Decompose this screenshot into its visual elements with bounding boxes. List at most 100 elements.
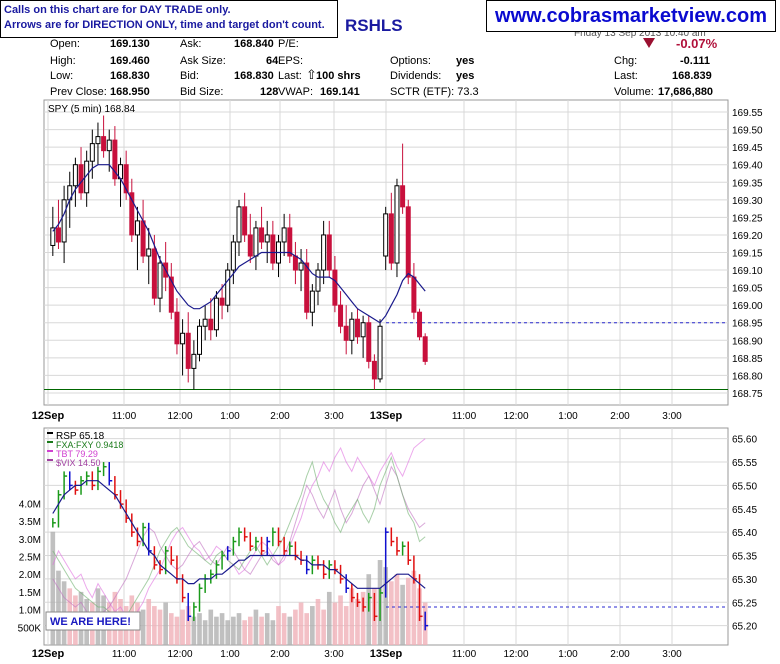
notice-line-2: Arrows are for DIRECTION ONLY, time and …: [4, 19, 325, 31]
rsp-xtick-label: 12Sep: [32, 648, 65, 659]
volume-ytick-label: 3.0M: [19, 535, 41, 546]
candle-body: [242, 206, 248, 236]
candle-body: [394, 185, 400, 264]
volume-bar: [208, 609, 214, 645]
price-ytick-label: 169.05: [732, 284, 763, 295]
candle-body: [292, 255, 298, 271]
candle-body: [202, 318, 208, 327]
rsp-legend-entry: RSP 65.18: [56, 431, 105, 442]
candle-body: [123, 164, 129, 194]
rsp-ytick-label: 65.20: [732, 622, 757, 633]
volume-bar: [321, 609, 326, 645]
volume-bar: [247, 616, 253, 645]
candle-body: [338, 304, 344, 327]
rsp-legend-entry: FXA:FXY 0.9418: [56, 440, 123, 450]
volume-bar: [355, 598, 360, 645]
volume-bar: [197, 613, 202, 645]
rsp-xtick-label: 12:00: [167, 649, 192, 659]
sctr-value: SCTR (ETF): 73.3: [390, 86, 479, 98]
candle-body: [185, 332, 191, 369]
volume-bar: [152, 606, 157, 645]
candle-body: [146, 248, 152, 257]
candle-body: [354, 318, 360, 338]
price-ytick-label: 169.35: [732, 178, 763, 189]
volume-bar: [225, 620, 231, 645]
candle-body: [55, 227, 61, 243]
volume-bar: [231, 616, 236, 645]
candle-body: [287, 227, 293, 257]
candle-body: [253, 227, 259, 257]
change-percent: -0.07%: [676, 36, 718, 51]
rsp-ytick-label: 65.35: [732, 552, 757, 563]
volume-bar: [293, 609, 298, 645]
candle-body: [168, 276, 174, 313]
candle-body: [129, 192, 135, 236]
date-header: Friday 13 Sep 2013 10:40 am: [574, 28, 706, 39]
price-xtick-label: 1:00: [220, 411, 240, 422]
candle-body: [326, 234, 332, 271]
vwap-label: VWAP:: [278, 86, 314, 98]
volume-bar: [298, 602, 304, 645]
callout-box: [45, 611, 141, 631]
candle-body: [106, 139, 112, 152]
candle-body: [366, 322, 372, 362]
price-xtick-label: 2:00: [270, 411, 290, 422]
chg-value: -0.111: [680, 55, 710, 67]
volume-bar: [259, 616, 264, 645]
candle-body: [134, 220, 140, 236]
rsp-ytick-label: 65.50: [732, 481, 757, 492]
volume-bar: [349, 588, 355, 645]
rsp-ytick-label: 65.60: [732, 435, 757, 446]
bidsize-label: Bid Size:: [180, 86, 224, 98]
price-xtick-label: 3:00: [662, 411, 682, 422]
candle-body: [321, 234, 327, 271]
volume-bar: [50, 531, 56, 645]
dividends-value: yes: [456, 70, 475, 82]
volume-ytick-label: 500K: [18, 623, 42, 634]
site-url-link[interactable]: www.cobrasmarketview.com: [486, 0, 776, 32]
candle-body: [309, 290, 315, 313]
candle-body: [61, 199, 67, 243]
candle-body: [112, 139, 118, 180]
lastprice-value: 168.839: [672, 70, 712, 82]
candle-body: [349, 318, 355, 341]
chart-title-suffix: RSHLS: [345, 16, 403, 35]
price-ytick-label: 168.80: [732, 371, 763, 382]
volume-ytick-label: 1.5M: [19, 588, 41, 599]
candle-body: [72, 164, 78, 187]
price-xtick-label: 1:00: [558, 411, 578, 422]
bid-label: Bid:: [180, 70, 199, 82]
candle-body: [400, 185, 406, 208]
price-ytick-label: 168.85: [732, 354, 763, 365]
candle-body: [383, 213, 389, 257]
volume-bar: [219, 613, 225, 645]
price-ytick-label: 169.10: [732, 266, 763, 277]
up-arrow-icon: ⇧: [306, 67, 317, 82]
volume-bar: [146, 598, 152, 645]
volume-bar: [315, 598, 321, 645]
price-xtick-label: 13Sep: [370, 410, 403, 422]
candle-body: [219, 297, 225, 306]
candle-body: [208, 318, 214, 331]
ask-value: 168.840: [234, 38, 274, 50]
rsp-legend-swatch: [47, 459, 53, 461]
price-xtick-label: 2:00: [610, 411, 630, 422]
dividends-label: Dividends:: [390, 70, 442, 82]
candle-body: [377, 325, 383, 380]
candle-body: [151, 248, 157, 299]
rsp-xtick-label: 3:00: [324, 649, 344, 659]
price-xtick-label: 11:00: [452, 411, 477, 422]
candle-body: [281, 227, 287, 243]
price-ytick-label: 168.95: [732, 319, 763, 330]
volume-bar: [411, 570, 417, 645]
bidsize-value: 128: [260, 86, 279, 98]
volume-bar: [287, 616, 293, 645]
volume-bar: [394, 574, 400, 645]
candle-body: [78, 164, 84, 194]
quote-panel: Open: 169.130 High: 169.460 Low: 168.830…: [48, 36, 724, 100]
rsp-ytick-label: 65.25: [732, 598, 757, 609]
volume-bar: [264, 613, 270, 645]
volume-bar: [332, 602, 338, 645]
callout-text: WE ARE HERE!: [50, 616, 131, 628]
